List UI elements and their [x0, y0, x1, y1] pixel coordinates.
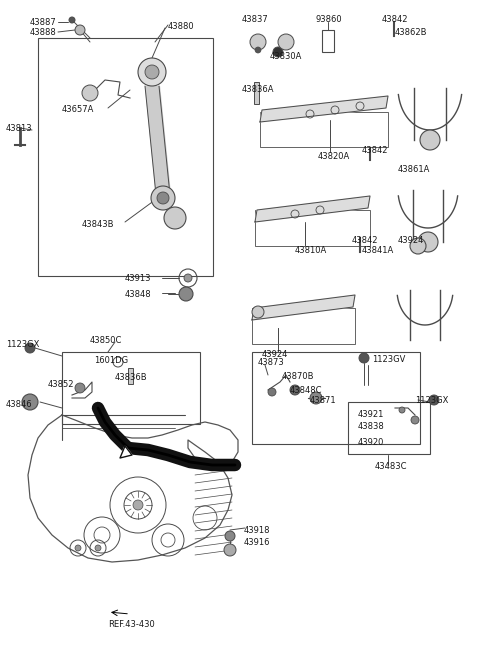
- Circle shape: [82, 85, 98, 101]
- Circle shape: [290, 385, 300, 395]
- Text: 43830A: 43830A: [270, 52, 302, 61]
- Text: 1123GV: 1123GV: [372, 355, 406, 364]
- Text: 43846: 43846: [6, 400, 33, 409]
- Text: 43873: 43873: [258, 358, 285, 367]
- Circle shape: [250, 34, 266, 50]
- Circle shape: [273, 47, 283, 57]
- Circle shape: [75, 545, 81, 551]
- Bar: [252, 352, 420, 444]
- Circle shape: [138, 58, 166, 86]
- Circle shape: [420, 130, 440, 150]
- Text: 1601DG: 1601DG: [94, 356, 128, 365]
- Text: 43870B: 43870B: [282, 372, 314, 381]
- Text: REF.43-430: REF.43-430: [108, 620, 155, 629]
- Bar: [62, 352, 200, 424]
- Circle shape: [25, 343, 35, 353]
- Circle shape: [410, 238, 426, 254]
- Circle shape: [75, 383, 85, 393]
- Text: 43916: 43916: [244, 538, 271, 547]
- Text: 43920: 43920: [358, 438, 384, 447]
- Bar: [255, 210, 370, 246]
- Circle shape: [359, 353, 369, 363]
- Text: 43838: 43838: [358, 422, 385, 431]
- Text: 43924: 43924: [262, 350, 288, 359]
- Circle shape: [252, 306, 264, 318]
- Polygon shape: [252, 295, 355, 320]
- Text: 43887: 43887: [30, 18, 57, 27]
- Text: 43921: 43921: [358, 410, 384, 419]
- Circle shape: [157, 192, 169, 204]
- Circle shape: [179, 287, 193, 301]
- Circle shape: [22, 394, 38, 410]
- Text: 43880: 43880: [168, 22, 194, 31]
- Text: 43842: 43842: [362, 146, 388, 155]
- Text: 43843B: 43843B: [82, 220, 115, 229]
- Bar: [348, 402, 430, 454]
- Bar: [128, 368, 133, 384]
- Circle shape: [151, 186, 175, 210]
- Polygon shape: [260, 96, 388, 122]
- Circle shape: [145, 65, 159, 79]
- Text: 43841A: 43841A: [362, 246, 394, 255]
- Circle shape: [411, 416, 419, 424]
- Text: 43842: 43842: [382, 15, 408, 24]
- Circle shape: [224, 544, 236, 556]
- Text: 43918: 43918: [244, 526, 271, 535]
- Text: 1123GX: 1123GX: [6, 340, 39, 349]
- Bar: [322, 30, 334, 52]
- Text: 43810A: 43810A: [295, 246, 327, 255]
- Circle shape: [95, 545, 101, 551]
- Text: 43913: 43913: [125, 274, 152, 283]
- Text: 43924: 43924: [398, 236, 424, 245]
- Text: 43837: 43837: [242, 15, 269, 24]
- Text: 43842: 43842: [352, 236, 379, 245]
- Text: 43861A: 43861A: [398, 165, 431, 174]
- Circle shape: [268, 388, 276, 396]
- Text: 43888: 43888: [30, 28, 57, 37]
- Text: 43848C: 43848C: [290, 386, 323, 395]
- Text: 43850C: 43850C: [90, 336, 122, 345]
- Text: 43852: 43852: [48, 380, 74, 389]
- Bar: [260, 112, 388, 147]
- Circle shape: [429, 395, 439, 405]
- Circle shape: [310, 392, 322, 404]
- Circle shape: [255, 47, 261, 53]
- Circle shape: [278, 34, 294, 50]
- Circle shape: [418, 232, 438, 252]
- Circle shape: [69, 17, 75, 23]
- Circle shape: [133, 500, 143, 510]
- Text: 93860: 93860: [316, 15, 343, 24]
- Text: 43862B: 43862B: [395, 28, 428, 37]
- Circle shape: [75, 25, 85, 35]
- Text: 1123GX: 1123GX: [415, 396, 448, 405]
- Text: 43483C: 43483C: [375, 462, 408, 471]
- Bar: [254, 82, 259, 104]
- Text: 43871: 43871: [310, 396, 336, 405]
- Text: 43820A: 43820A: [318, 152, 350, 161]
- Text: 43813: 43813: [6, 124, 33, 133]
- Circle shape: [399, 407, 405, 413]
- Circle shape: [164, 207, 186, 229]
- Bar: [252, 308, 355, 344]
- Text: 43657A: 43657A: [62, 105, 95, 114]
- Polygon shape: [255, 196, 370, 222]
- Text: 43836B: 43836B: [115, 373, 148, 382]
- Circle shape: [225, 531, 235, 541]
- Circle shape: [184, 274, 192, 282]
- Text: 43836A: 43836A: [242, 85, 275, 94]
- Text: 43848: 43848: [125, 290, 152, 299]
- Polygon shape: [120, 446, 132, 458]
- Bar: [38, 38, 213, 276]
